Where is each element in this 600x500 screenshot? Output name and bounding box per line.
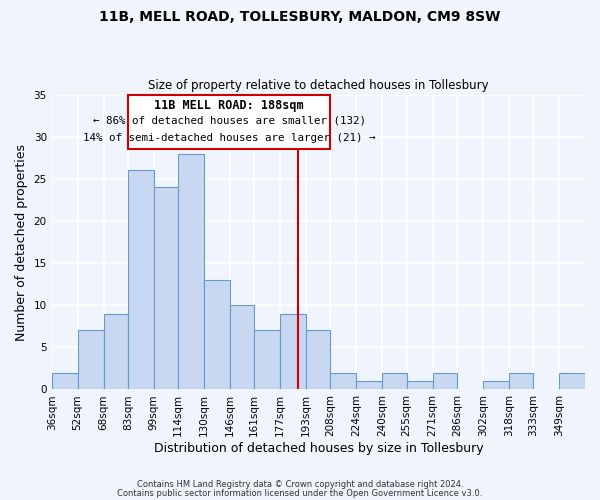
Bar (154, 187, 178, 390)
Bar (433, 372, 457, 390)
Bar (254, 330, 280, 390)
Bar (509, 372, 533, 390)
Bar (52, 372, 77, 390)
Text: 11B MELL ROAD: 188sqm: 11B MELL ROAD: 188sqm (154, 99, 304, 112)
Bar (104, 314, 128, 390)
Bar (483, 381, 509, 390)
Bar (128, 170, 154, 390)
FancyBboxPatch shape (128, 94, 331, 150)
Text: 11B, MELL ROAD, TOLLESBURY, MALDON, CM9 8SW: 11B, MELL ROAD, TOLLESBURY, MALDON, CM9 … (100, 10, 500, 24)
Bar (559, 372, 585, 390)
Bar (306, 330, 331, 390)
Bar (280, 314, 306, 390)
Y-axis label: Number of detached properties: Number of detached properties (15, 144, 28, 340)
Bar (407, 381, 433, 390)
Title: Size of property relative to detached houses in Tollesbury: Size of property relative to detached ho… (148, 79, 488, 92)
Text: Contains HM Land Registry data © Crown copyright and database right 2024.: Contains HM Land Registry data © Crown c… (137, 480, 463, 489)
X-axis label: Distribution of detached houses by size in Tollesbury: Distribution of detached houses by size … (154, 442, 483, 455)
Bar (178, 154, 204, 390)
Bar (356, 381, 382, 390)
Text: 14% of semi-detached houses are larger (21) →: 14% of semi-detached houses are larger (… (83, 134, 376, 143)
Text: Contains public sector information licensed under the Open Government Licence v3: Contains public sector information licen… (118, 488, 482, 498)
Bar (331, 372, 356, 390)
Bar (204, 280, 230, 390)
Bar (77, 330, 104, 390)
Bar (230, 305, 254, 390)
Bar (382, 372, 407, 390)
Text: ← 86% of detached houses are smaller (132): ← 86% of detached houses are smaller (13… (92, 116, 365, 126)
